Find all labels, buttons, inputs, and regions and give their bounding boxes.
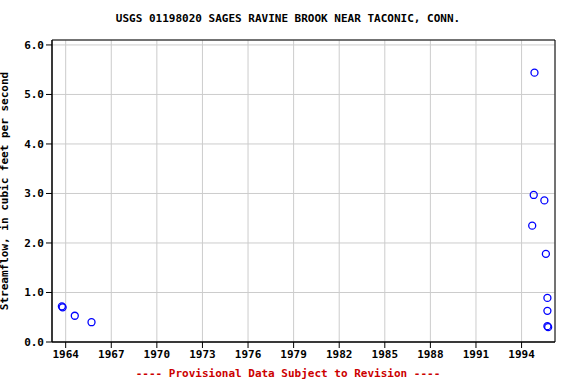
svg-text:1964: 1964 xyxy=(52,348,79,361)
svg-text:3.0: 3.0 xyxy=(24,187,44,200)
svg-text:2.0: 2.0 xyxy=(24,237,44,250)
svg-text:1.0: 1.0 xyxy=(24,286,44,299)
svg-text:1973: 1973 xyxy=(189,348,216,361)
svg-text:1991: 1991 xyxy=(463,348,490,361)
svg-text:0.0: 0.0 xyxy=(24,336,44,349)
svg-text:1994: 1994 xyxy=(508,348,535,361)
svg-text:4.0: 4.0 xyxy=(24,138,44,151)
svg-text:1970: 1970 xyxy=(144,348,171,361)
svg-text:1967: 1967 xyxy=(98,348,125,361)
svg-text:5.0: 5.0 xyxy=(24,88,44,101)
svg-text:1979: 1979 xyxy=(280,348,307,361)
html-text:---- Provisional Data Subject: ---- Provisional Data Subject to Revisio… xyxy=(135,367,441,380)
svg-text:1985: 1985 xyxy=(372,348,399,361)
svg-text:6.0: 6.0 xyxy=(24,39,44,52)
svg-text:1988: 1988 xyxy=(417,348,444,361)
svg-text:Streamflow, in cubic feet per: Streamflow, in cubic feet per second xyxy=(8,72,11,310)
svg-text:1976: 1976 xyxy=(235,348,262,361)
html-text:USGS 01198020 SAGES RAVINE BRO: USGS 01198020 SAGES RAVINE BROOK NEAR TA… xyxy=(115,12,461,25)
svg-text:1982: 1982 xyxy=(326,348,353,361)
